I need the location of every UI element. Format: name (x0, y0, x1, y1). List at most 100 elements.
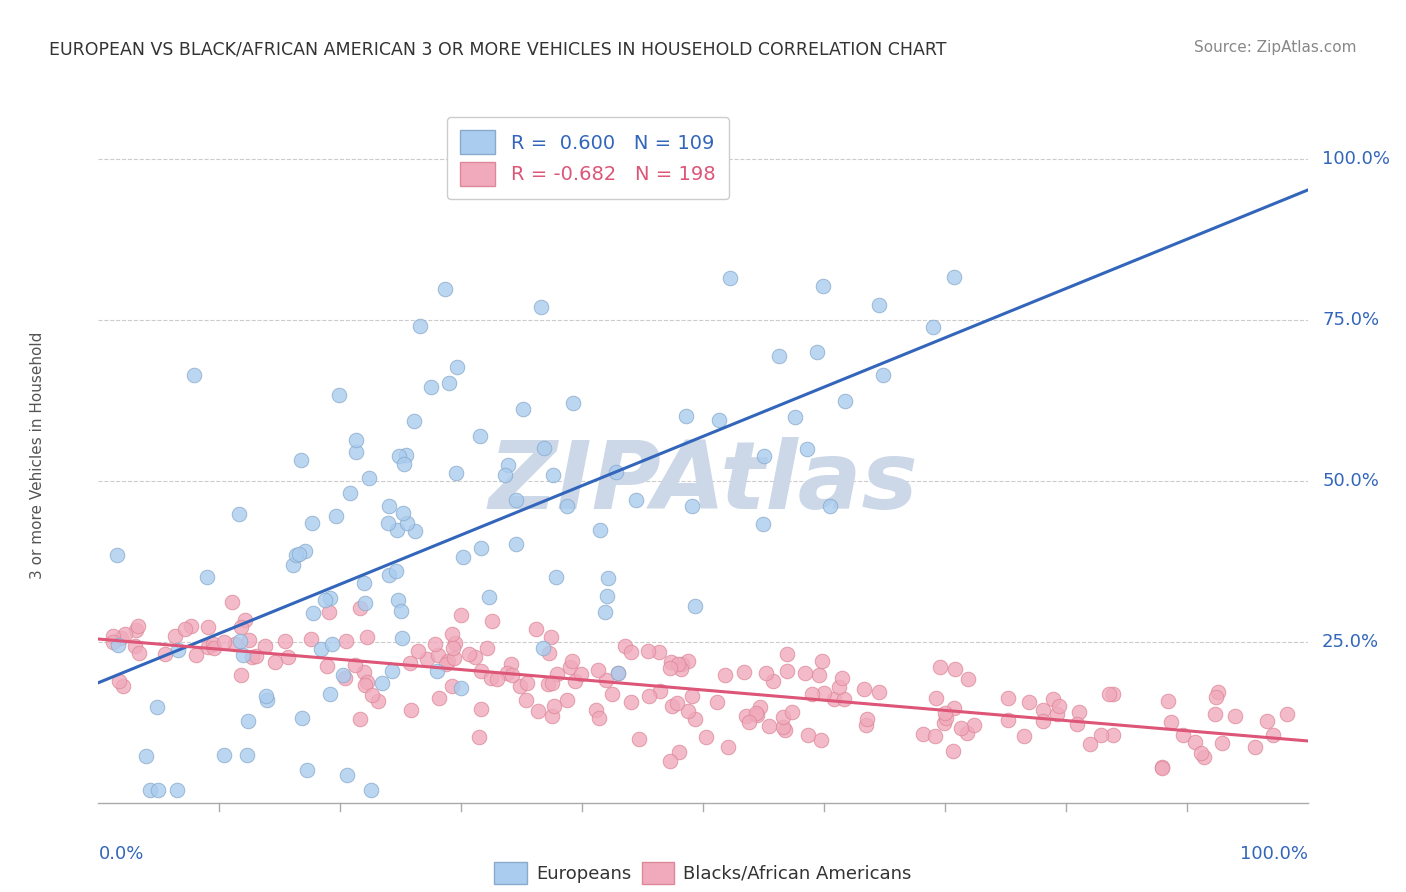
Point (128, 646, 150, 660)
Point (202, 641, 225, 656)
Point (747, 707, 769, 722)
Point (515, 693, 537, 707)
Point (1244, 740, 1267, 755)
Point (675, 409, 697, 424)
Point (139, 783, 162, 797)
Point (678, 704, 700, 718)
Point (912, 727, 935, 741)
Point (439, 376, 461, 390)
Text: 0.0%: 0.0% (98, 845, 143, 863)
Point (434, 657, 457, 672)
Point (135, 749, 157, 764)
Point (281, 558, 304, 572)
Point (367, 694, 389, 708)
Point (328, 388, 350, 402)
Point (776, 664, 799, 678)
Point (695, 730, 717, 744)
Point (1206, 685, 1229, 699)
Point (357, 471, 380, 485)
Text: 3 or more Vehicles in Household: 3 or more Vehicles in Household (31, 331, 45, 579)
Point (1049, 699, 1071, 714)
Point (277, 649, 299, 664)
Point (718, 271, 741, 285)
Point (834, 394, 856, 409)
Point (666, 657, 689, 672)
Point (392, 457, 415, 471)
Point (173, 623, 195, 637)
Point (932, 715, 955, 730)
Point (353, 575, 375, 590)
Point (155, 647, 177, 661)
Point (183, 368, 205, 382)
Point (527, 704, 550, 718)
Point (813, 686, 835, 700)
Point (233, 613, 256, 627)
Point (925, 691, 948, 706)
Text: 100.0%: 100.0% (1240, 845, 1308, 863)
Point (423, 637, 446, 651)
Point (853, 681, 876, 696)
Point (775, 648, 797, 662)
Point (356, 630, 378, 644)
Point (872, 368, 894, 383)
Point (1098, 687, 1121, 701)
Point (681, 690, 703, 704)
Point (446, 359, 468, 374)
Point (496, 458, 519, 472)
Point (648, 645, 671, 659)
Point (295, 763, 318, 777)
Point (706, 695, 728, 709)
Point (229, 633, 252, 648)
Point (485, 672, 508, 686)
Point (354, 596, 377, 610)
Point (238, 633, 260, 648)
Point (557, 693, 579, 707)
Point (356, 674, 378, 689)
Point (562, 396, 585, 410)
Point (796, 442, 818, 457)
Point (734, 708, 756, 723)
Text: 75.0%: 75.0% (1322, 310, 1379, 328)
Point (349, 601, 371, 615)
Point (360, 688, 382, 702)
Point (659, 655, 682, 669)
Point (613, 639, 636, 653)
Point (468, 429, 491, 443)
Point (738, 715, 761, 730)
Point (828, 680, 851, 694)
Point (105, 548, 128, 562)
Point (868, 685, 890, 699)
Point (744, 706, 766, 721)
Point (533, 442, 555, 456)
Point (546, 570, 568, 584)
Point (420, 379, 443, 393)
Point (180, 619, 202, 633)
Point (758, 719, 780, 733)
Point (561, 655, 583, 669)
Point (1032, 714, 1054, 728)
Point (387, 592, 409, 607)
Point (404, 414, 426, 428)
Point (505, 537, 527, 551)
Point (344, 433, 367, 447)
Point (659, 660, 682, 674)
Point (1211, 736, 1233, 750)
Point (606, 666, 628, 681)
Point (555, 499, 578, 513)
Point (299, 632, 322, 647)
Point (1018, 695, 1040, 709)
Point (929, 660, 952, 674)
Point (470, 702, 492, 716)
Point (353, 678, 375, 692)
Point (107, 638, 129, 652)
Point (197, 640, 219, 655)
Point (1160, 715, 1182, 730)
Point (458, 647, 481, 661)
Point (184, 648, 207, 662)
Point (197, 620, 219, 634)
Point (543, 468, 565, 483)
Point (1032, 703, 1054, 717)
Point (316, 659, 339, 673)
Point (516, 676, 538, 690)
Point (921, 320, 943, 334)
